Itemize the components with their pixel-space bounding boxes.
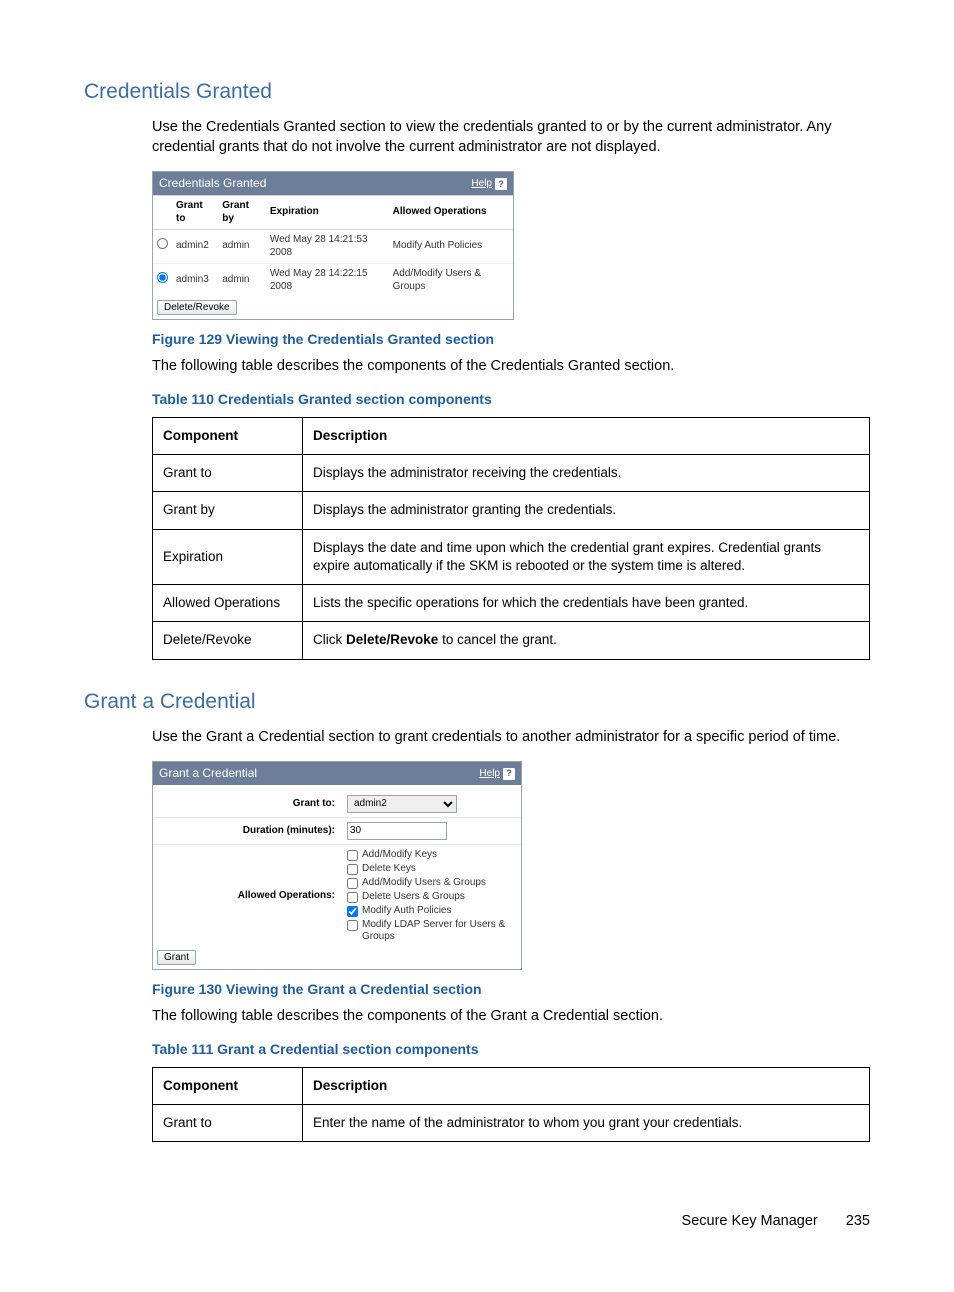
help-icon: ? [495,178,507,190]
col-expiration: Expiration [266,195,389,229]
intro-credentials-granted: Use the Credentials Granted section to v… [152,118,870,157]
allowed-op-item[interactable]: Add/Modify Users & Groups [347,877,517,889]
cell-expiration: Wed May 28 14:21:53 2008 [266,229,389,263]
op-checkbox[interactable] [347,906,358,917]
table-row[interactable]: admin3adminWed May 28 14:22:15 2008Add/M… [153,263,513,297]
credentials-granted-panel: Credentials Granted Help ? Grant to Gran… [152,171,514,319]
table-110: Component Description Grant toDisplays t… [152,417,870,660]
col-allowed-ops: Allowed Operations [389,195,513,229]
op-checkbox[interactable] [347,864,358,875]
th-component: Component [153,1067,303,1104]
th-description: Description [303,418,870,455]
table-row: Grant toEnter the name of the administra… [153,1105,870,1142]
op-label: Add/Modify Users & Groups [362,877,486,889]
cell-description: Displays the date and time upon which th… [303,529,870,584]
allowed-ops-label: Allowed Operations: [153,883,343,909]
cell-description: Click Delete/Revoke to cancel the grant. [303,622,870,659]
op-label: Modify Auth Policies [362,905,452,917]
op-label: Add/Modify Keys [362,849,437,861]
panel-title: Credentials Granted [159,175,266,191]
cell-component: Delete/Revoke [153,622,303,659]
help-icon: ? [503,768,515,780]
table-110-caption: Table 110 Credentials Granted section co… [152,390,870,409]
cell-grant-by: admin [218,229,266,263]
figure-129-caption: Figure 129 Viewing the Credentials Grant… [152,330,870,349]
heading-credentials-granted: Credentials Granted [84,78,870,106]
table-111-caption: Table 111 Grant a Credential section com… [152,1040,870,1059]
cell-grant-by: admin [218,263,266,297]
op-checkbox[interactable] [347,920,358,931]
col-grant-by: Grant by [218,195,266,229]
cell-component: Expiration [153,529,303,584]
footer-doc-title: Secure Key Manager [682,1213,818,1229]
footer-page-number: 235 [846,1212,870,1232]
heading-grant-credential: Grant a Credential [84,688,870,716]
grant-to-label: Grant to: [153,791,343,817]
duration-input[interactable] [347,822,447,840]
help-link[interactable]: Help ? [471,177,507,191]
table-row: Grant byDisplays the administrator grant… [153,492,870,529]
grant-button[interactable]: Grant [157,950,196,965]
table-row[interactable]: admin2adminWed May 28 14:21:53 2008Modif… [153,229,513,263]
op-label: Delete Keys [362,863,416,875]
table-row: Allowed OperationsLists the specific ope… [153,585,870,622]
allowed-op-item[interactable]: Modify LDAP Server for Users & Groups [347,919,517,943]
op-label: Modify LDAP Server for Users & Groups [362,919,517,943]
credentials-granted-table: Grant to Grant by Expiration Allowed Ope… [153,195,513,297]
cell-description: Displays the administrator receiving the… [303,455,870,492]
table-row: Grant toDisplays the administrator recei… [153,455,870,492]
cell-component: Allowed Operations [153,585,303,622]
allowed-op-item[interactable]: Modify Auth Policies [347,905,517,917]
lead-credentials-granted: The following table describes the compon… [152,357,870,377]
table-row: Delete/RevokeClick Delete/Revoke to canc… [153,622,870,659]
cell-ops: Add/Modify Users & Groups [389,263,513,297]
cell-description: Lists the specific operations for which … [303,585,870,622]
lead-grant-credential: The following table describes the compon… [152,1007,870,1027]
panel-header: Grant a Credential Help ? [153,762,521,784]
page-footer: Secure Key Manager 235 [84,1212,870,1232]
row-radio[interactable] [157,272,168,283]
th-description: Description [303,1067,870,1104]
cell-component: Grant to [153,1105,303,1142]
cell-description: Enter the name of the administrator to w… [303,1105,870,1142]
allowed-op-item[interactable]: Delete Keys [347,863,517,875]
table-111: Component Description Grant toEnter the … [152,1067,870,1142]
cell-description: Displays the administrator granting the … [303,492,870,529]
cell-component: Grant by [153,492,303,529]
row-radio[interactable] [157,238,168,249]
col-grant-to: Grant to [172,195,218,229]
op-label: Delete Users & Groups [362,891,465,903]
intro-grant-credential: Use the Grant a Credential section to gr… [152,728,870,748]
table-row: ExpirationDisplays the date and time upo… [153,529,870,584]
panel-header: Credentials Granted Help ? [153,172,513,194]
cell-grant-to: admin3 [172,263,218,297]
cell-ops: Modify Auth Policies [389,229,513,263]
th-component: Component [153,418,303,455]
grant-credential-panel: Grant a Credential Help ? Grant to: admi… [152,761,522,969]
cell-grant-to: admin2 [172,229,218,263]
op-checkbox[interactable] [347,850,358,861]
figure-130-caption: Figure 130 Viewing the Grant a Credentia… [152,980,870,999]
grant-to-select[interactable]: admin2 [347,795,457,813]
op-checkbox[interactable] [347,878,358,889]
help-link[interactable]: Help ? [479,767,515,781]
allowed-op-item[interactable]: Delete Users & Groups [347,891,517,903]
panel-title: Grant a Credential [159,765,257,781]
duration-label: Duration (minutes): [153,818,343,844]
delete-revoke-button[interactable]: Delete/Revoke [157,300,237,315]
cell-expiration: Wed May 28 14:22:15 2008 [266,263,389,297]
allowed-op-item[interactable]: Add/Modify Keys [347,849,517,861]
op-checkbox[interactable] [347,892,358,903]
cell-component: Grant to [153,455,303,492]
